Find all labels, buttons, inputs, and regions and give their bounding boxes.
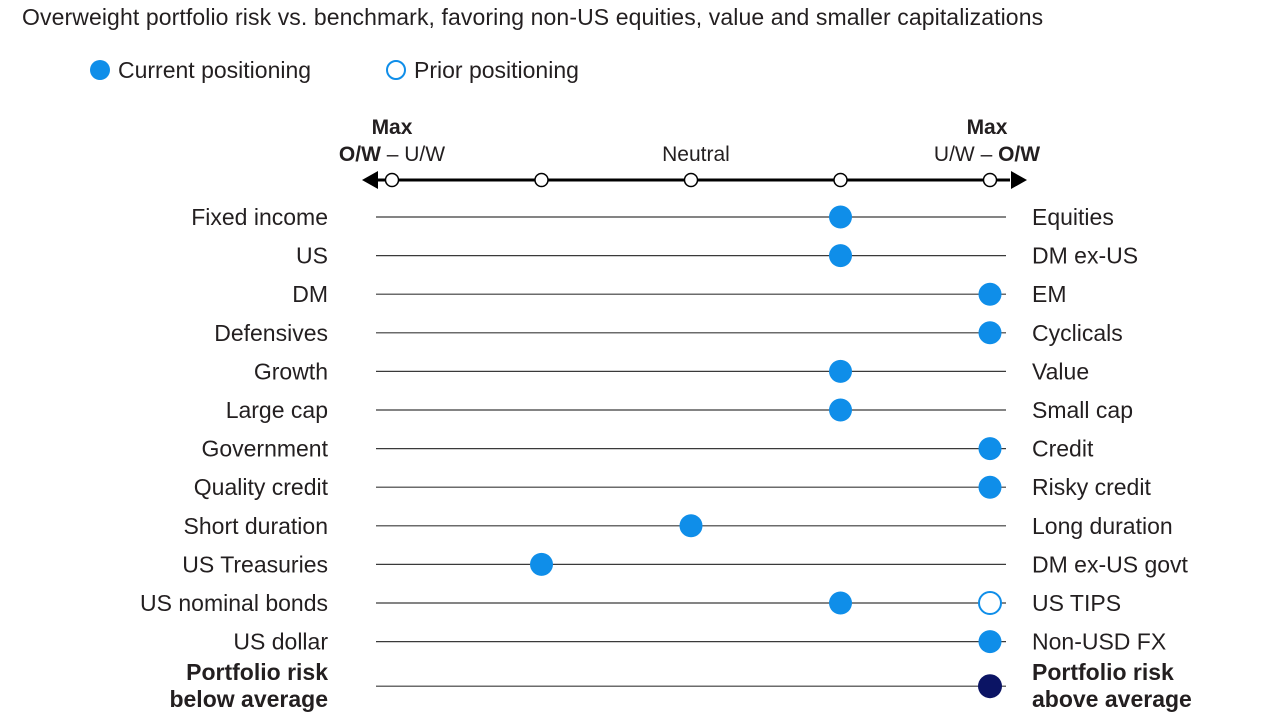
scale-right-max-label: Max <box>967 116 1008 139</box>
risk-left-label-line: Portfolio risk <box>186 659 328 685</box>
row-left-label: Large cap <box>226 397 328 423</box>
scale-axis-right-arrow-icon <box>1011 171 1027 189</box>
row-left-label: Defensives <box>214 320 328 346</box>
current-position-marker <box>530 552 553 576</box>
scale-right-uw-label: U/W <box>934 143 975 166</box>
current-position-marker <box>829 359 852 383</box>
current-position-marker <box>679 514 703 538</box>
scale-right-separator: – <box>975 143 998 166</box>
current-position-marker <box>829 398 852 422</box>
row-left-label: Government <box>201 436 328 462</box>
current-position-marker <box>978 321 1002 345</box>
row-right-label: Risky credit <box>1032 474 1151 500</box>
legend-prior-positioning: Prior positioning <box>386 56 579 84</box>
current-position-marker <box>829 244 852 268</box>
row-right-label: Long duration <box>1032 513 1173 539</box>
prior-position-marker <box>978 591 1002 615</box>
scale-left-separator: – <box>381 143 404 166</box>
scale-left-uw-label: U/W <box>404 143 445 166</box>
risk-left-label-line: below average <box>169 686 328 712</box>
row-right-label: Credit <box>1032 436 1094 462</box>
scale-neutral-label: Neutral <box>662 143 730 166</box>
scale-left-end-label: O/W – U/W <box>339 143 445 166</box>
row-right-label: DM ex-US govt <box>1032 551 1189 577</box>
row-left-label: Quality credit <box>194 474 329 500</box>
scale-right-end-label: U/W – O/W <box>934 143 1040 166</box>
scale-right-ow-label: O/W <box>998 143 1040 166</box>
row-left-label: US dollar <box>233 629 328 655</box>
scale-tick-2 <box>534 172 549 188</box>
row-right-label: Small cap <box>1032 397 1133 423</box>
row-right-label: Non-USD FX <box>1032 629 1166 655</box>
legend-current-label: Current positioning <box>118 56 312 83</box>
row-right-label: DM ex-US <box>1032 243 1138 269</box>
current-position-marker <box>978 282 1002 306</box>
chart-title: Overweight portfolio risk vs. benchmark,… <box>22 4 1044 30</box>
row-left-label: Growth <box>254 358 328 384</box>
row-left-label: Fixed income <box>191 204 328 230</box>
current-position-marker <box>829 205 852 229</box>
row-right-label: EM <box>1032 281 1067 307</box>
row-left-label: US <box>296 243 328 269</box>
risk-right-label-line: Portfolio risk <box>1032 659 1174 685</box>
current-positioning-marker-icon <box>90 60 110 80</box>
scale-left-ow-label: O/W <box>339 143 381 166</box>
risk-right-label-line: above average <box>1032 686 1192 712</box>
row-right-label: Cyclicals <box>1032 320 1123 346</box>
scale-tick-1 <box>384 172 400 188</box>
current-position-marker <box>978 437 1002 461</box>
current-position-marker <box>978 475 1002 499</box>
row-left-label: US Treasuries <box>182 551 328 577</box>
current-position-marker <box>978 630 1002 654</box>
row-left-label: Short duration <box>184 513 328 539</box>
prior-positioning-marker-icon <box>386 60 406 80</box>
portfolio-risk-marker <box>978 674 1002 699</box>
legend-current-positioning: Current positioning <box>90 56 311 84</box>
scale-tick-3 <box>683 172 699 188</box>
scale-tick-5 <box>982 172 998 188</box>
scale-tick-4 <box>833 172 848 188</box>
scale-axis-left-arrow-icon <box>362 171 378 189</box>
scale-left-max-label: Max <box>372 116 413 139</box>
row-right-label: Equities <box>1032 204 1114 230</box>
legend-prior-label: Prior positioning <box>414 56 579 83</box>
row-left-label: DM <box>292 281 328 307</box>
row-right-label: US TIPS <box>1032 590 1121 616</box>
row-left-label: US nominal bonds <box>140 590 328 616</box>
current-position-marker <box>829 591 852 615</box>
row-right-label: Value <box>1032 358 1089 384</box>
